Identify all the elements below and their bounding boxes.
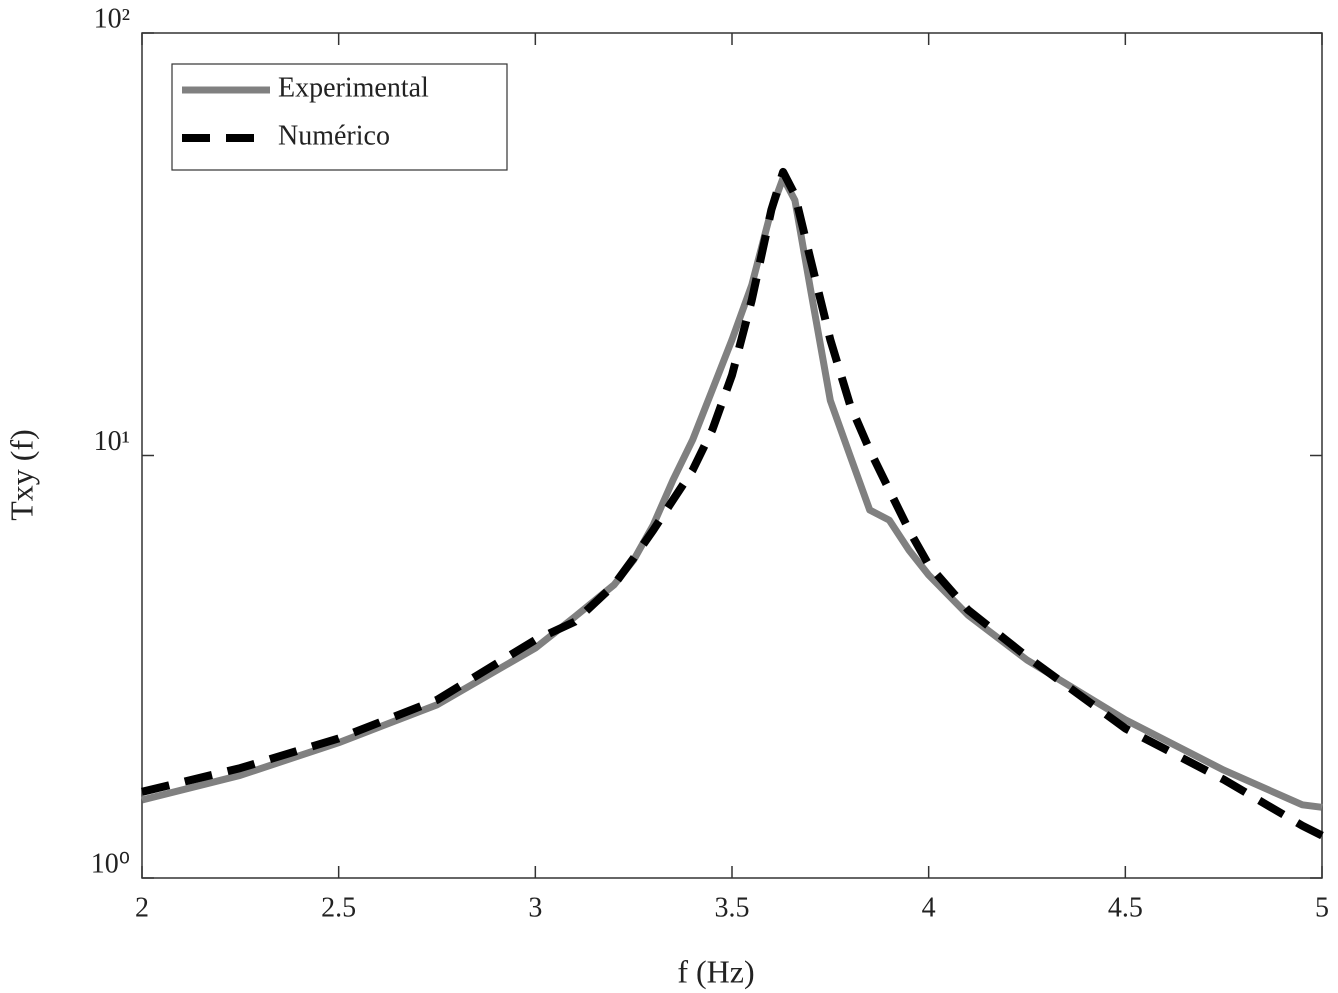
legend-label: Experimental	[278, 72, 429, 103]
x-tick-label: 2.5	[321, 892, 356, 923]
legend-box	[171, 63, 508, 171]
data-line	[141, 167, 1324, 840]
y-tick-label: 10¹	[94, 426, 130, 457]
x-axis-label: f (Hz)	[677, 953, 754, 989]
x-tick-label: 4.5	[1108, 892, 1143, 923]
x-tick-label: 3.5	[715, 892, 750, 923]
plot-frame	[141, 32, 1323, 879]
x-tick-label: 3	[528, 892, 542, 923]
y-tick-label: 10⁰	[91, 848, 130, 879]
x-tick-label: 4	[922, 892, 936, 923]
x-tick-label: 5	[1315, 892, 1329, 923]
x-tick-label: 2	[135, 892, 149, 923]
y-tick-label: 10²	[94, 3, 130, 34]
legend-label: Numérico	[278, 120, 390, 151]
y-axis-label: Txy (f)	[3, 429, 39, 521]
